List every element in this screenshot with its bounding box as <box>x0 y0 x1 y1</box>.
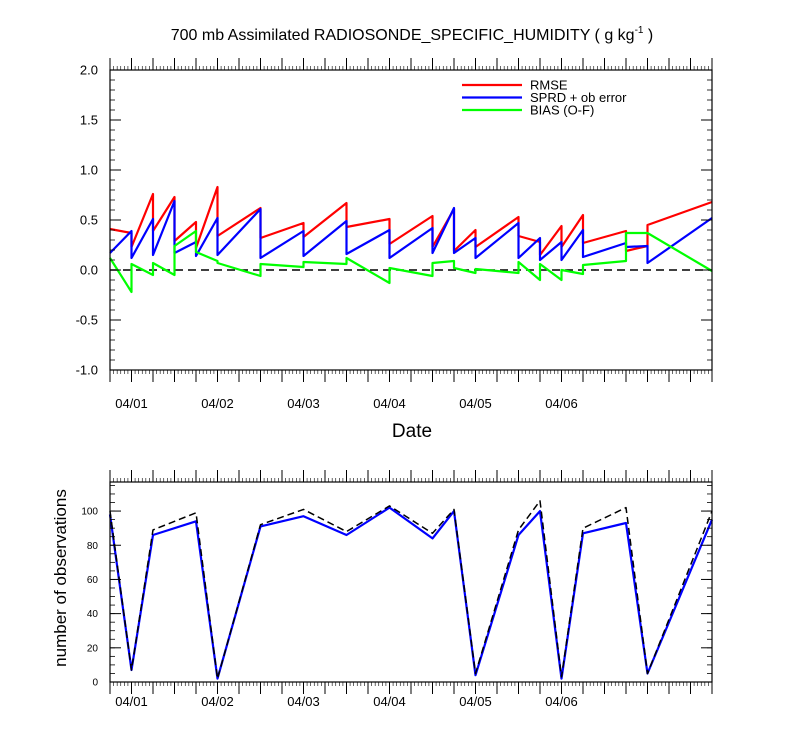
series-0-1-line <box>109 199 713 265</box>
y-tick-label: 0.5 <box>80 213 98 228</box>
rmse-chart-ticks: -1.0 -0.5 0.0 0.5 1.0 1.5 2.0 04/01 04/02 04/03 04… <box>76 58 713 411</box>
x-tick-label: 04/03 <box>287 396 320 411</box>
rmse-chart-marks <box>109 185 713 294</box>
y-tick-label: 0 <box>92 678 98 689</box>
rmse-chart-frame <box>109 69 713 371</box>
series-1-0-line <box>108 506 714 680</box>
x-tick-label: 04/01 <box>115 694 148 709</box>
y-axis-label: number of observations <box>51 489 70 667</box>
observations-chart-frame <box>109 481 713 683</box>
x-tick-label: 04/05 <box>459 694 492 709</box>
x-tick-label: 04/03 <box>287 694 320 709</box>
x-tick-label: 04/05 <box>459 396 492 411</box>
series-0-0-line <box>109 185 713 257</box>
y-tick-label: -1.0 <box>76 363 98 378</box>
y-tick-label: -0.5 <box>76 313 98 328</box>
observations-chart: 0 20 40 60 80 100 04/01 04/02 04/03 04/04 04/05 04/… <box>51 470 714 709</box>
x-tick-label: 04/06 <box>545 694 578 709</box>
legend-label: SPRD + ob error <box>530 90 627 105</box>
x-tick-label: 04/02 <box>201 396 234 411</box>
y-tick-label: 0.0 <box>80 263 98 278</box>
y-tick-label: 2.0 <box>80 63 98 78</box>
x-tick-label: 04/02 <box>201 694 234 709</box>
series-0-2-line <box>109 229 713 294</box>
rmse-chart: -1.0 -0.5 0.0 0.5 1.0 1.5 2.0 04/01 04/02 04/03 04… <box>76 58 713 442</box>
x-axis-label: Date <box>392 421 432 442</box>
x-tick-label: 04/04 <box>373 396 406 411</box>
y-tick-label: 80 <box>87 541 99 552</box>
chart-title: 700 mb Assimilated RADIOSONDE_SPECIFIC_H… <box>171 25 654 44</box>
x-tick-label: 04/01 <box>115 396 148 411</box>
legend-label: RMSE <box>530 78 568 93</box>
y-tick-label: 100 <box>81 507 98 518</box>
series-1-1-line <box>109 500 713 680</box>
y-tick-label: 60 <box>87 575 99 586</box>
y-tick-label: 40 <box>87 609 99 620</box>
observations-chart-marks <box>108 500 714 680</box>
observations-chart-ticks: 0 20 40 60 80 100 04/01 04/02 04/03 04/04 04/05 04/… <box>81 470 713 709</box>
legend-label: BIAS (O-F) <box>530 103 594 118</box>
y-tick-label: 1.0 <box>80 163 98 178</box>
y-tick-label: 20 <box>87 643 99 654</box>
x-tick-label: 04/04 <box>373 694 406 709</box>
x-tick-label: 04/06 <box>545 396 578 411</box>
y-tick-label: 1.5 <box>80 113 98 128</box>
